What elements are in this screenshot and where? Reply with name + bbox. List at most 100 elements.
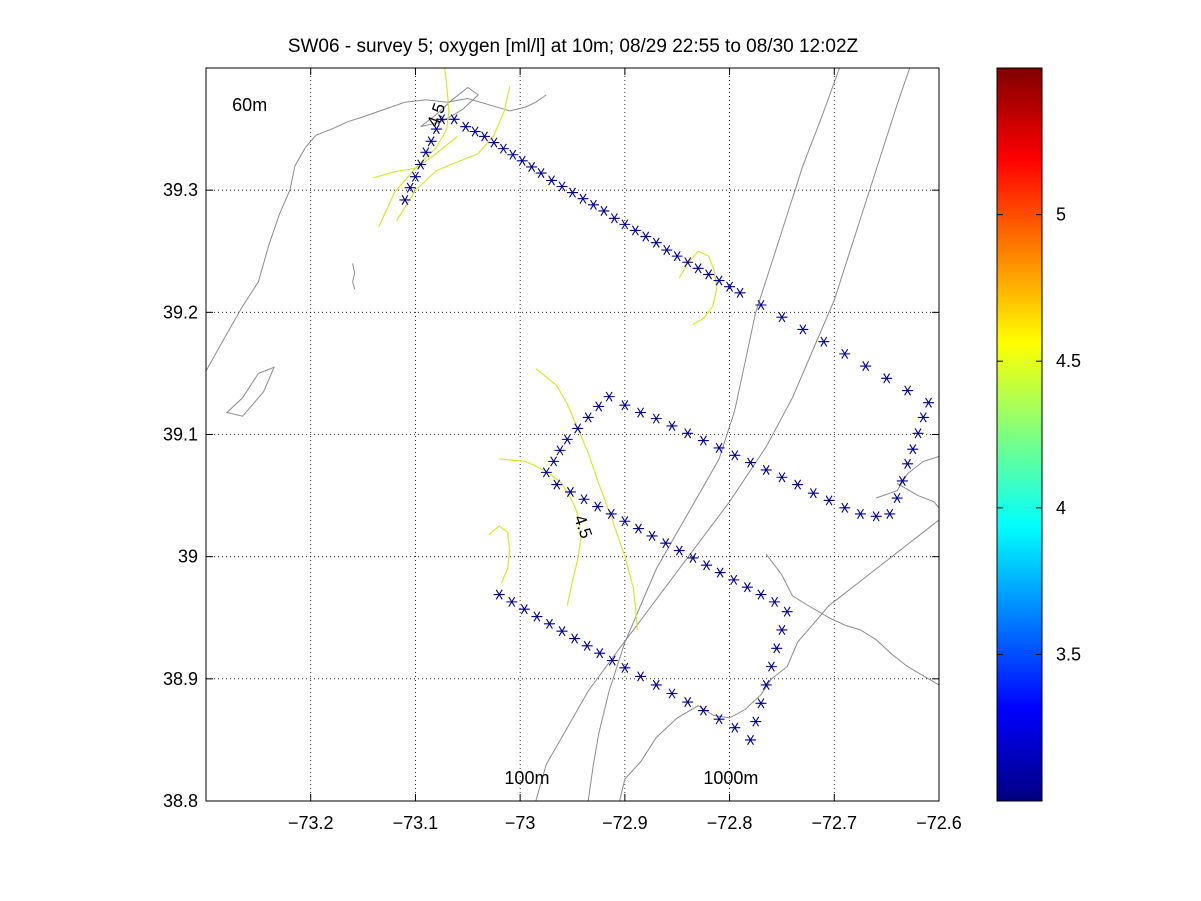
- station-marker: [608, 213, 620, 224]
- station-marker: [603, 391, 615, 402]
- oxygen-contour-line: [499, 458, 582, 606]
- station-marker: [697, 435, 709, 446]
- station-marker: [448, 114, 460, 125]
- station-marker: [807, 488, 819, 499]
- station-marker: [587, 199, 599, 210]
- station-marker: [556, 626, 568, 637]
- station-marker: [564, 486, 576, 497]
- y-tick-label: 38.8: [163, 791, 198, 811]
- station-marker: [673, 545, 685, 556]
- station-marker: [781, 606, 793, 617]
- chart-title: SW06 - survey 5; oxygen [ml/l] at 10m; 0…: [288, 36, 859, 57]
- colorbar-tick-label: 4.5: [1056, 351, 1081, 371]
- station-marker: [551, 479, 563, 490]
- x-tick-label: −73.1: [393, 813, 439, 833]
- colorbar-tick-label: 3.5: [1056, 644, 1081, 664]
- station-marker: [755, 589, 767, 600]
- bathymetry-line: [587, 68, 840, 801]
- station-marker: [697, 705, 709, 716]
- station-marker: [896, 475, 908, 486]
- bathymetry-line: [352, 263, 356, 290]
- station-marker: [430, 124, 442, 135]
- station-marker: [650, 413, 662, 424]
- bathymetry-contours: [206, 68, 939, 801]
- oxygen-contour-line: [378, 68, 450, 228]
- station-marker: [561, 434, 573, 445]
- station-marker: [619, 516, 631, 527]
- x-tick-label: −72.9: [602, 813, 648, 833]
- colorbar-tick-label: 4: [1056, 498, 1066, 518]
- x-tick-label: −72.7: [812, 813, 858, 833]
- station-marker: [755, 698, 767, 709]
- station-marker: [734, 287, 746, 298]
- x-tick-label: −73.2: [288, 813, 334, 833]
- station-marker: [750, 716, 762, 727]
- station-marker: [769, 596, 781, 607]
- station-marker: [404, 182, 416, 193]
- station-marker: [854, 508, 866, 519]
- x-tick-label: −72.8: [707, 813, 753, 833]
- bathymetry-line: [535, 68, 911, 801]
- station-marker: [713, 442, 725, 453]
- station-marker: [646, 530, 658, 541]
- station-marker: [703, 269, 715, 280]
- oxygen-contour-line: [535, 368, 638, 631]
- y-tick-label: 38.9: [163, 669, 198, 689]
- oxygen-contour-line: [488, 525, 511, 584]
- station-marker: [923, 397, 935, 408]
- y-tick-label: 39.1: [163, 425, 198, 445]
- station-marker: [578, 494, 590, 505]
- station-marker: [635, 671, 647, 682]
- station-marker: [823, 495, 835, 506]
- station-marker: [792, 479, 804, 490]
- station-marker: [760, 679, 772, 690]
- station-marker: [724, 281, 736, 292]
- station-marker: [531, 611, 543, 622]
- station-marker: [540, 467, 552, 478]
- station-marker: [745, 734, 757, 745]
- station-marker: [598, 205, 610, 216]
- station-marker: [606, 655, 618, 666]
- station-marker: [881, 373, 893, 384]
- station-marker: [884, 508, 896, 519]
- station-marker: [546, 175, 558, 186]
- colorbar: [996, 67, 1043, 802]
- station-marker: [660, 538, 672, 549]
- station-marker: [776, 312, 788, 323]
- colorbar-tick-label: 5: [1056, 205, 1066, 225]
- station-marker: [479, 131, 491, 142]
- station-marker: [870, 511, 882, 522]
- station-marker: [741, 582, 753, 593]
- station-marker: [729, 450, 741, 461]
- station-marker: [765, 661, 777, 672]
- station-marker: [535, 168, 547, 179]
- bathymetry-line: [876, 456, 939, 499]
- station-marker: [632, 523, 644, 534]
- station-marker: [728, 574, 740, 585]
- station-marker: [755, 299, 767, 311]
- station-marker: [506, 596, 518, 607]
- station-marker: [572, 423, 584, 434]
- station-marker: [650, 679, 662, 690]
- station-marker: [839, 502, 851, 513]
- station-marker: [912, 428, 924, 439]
- station-marker: [839, 348, 851, 359]
- station-marker: [682, 696, 694, 708]
- colorbar-ticks: 3.5 4 4.5 5: [997, 205, 1081, 664]
- station-marker: [581, 640, 593, 651]
- station-marker: [507, 149, 519, 160]
- oxygen-contour-line: [396, 86, 511, 222]
- oxygen-contour-line: [692, 255, 718, 326]
- station-markers: [399, 114, 935, 745]
- station-marker: [713, 275, 725, 286]
- station-marker: [554, 445, 566, 456]
- station-marker: [497, 143, 509, 154]
- station-marker: [661, 244, 673, 256]
- depth-label: 60m: [232, 95, 267, 115]
- station-marker: [797, 324, 809, 335]
- station-marker: [776, 472, 788, 483]
- station-marker: [745, 457, 757, 468]
- station-marker: [635, 407, 647, 418]
- station-marker: [460, 121, 472, 132]
- station-marker: [415, 159, 427, 170]
